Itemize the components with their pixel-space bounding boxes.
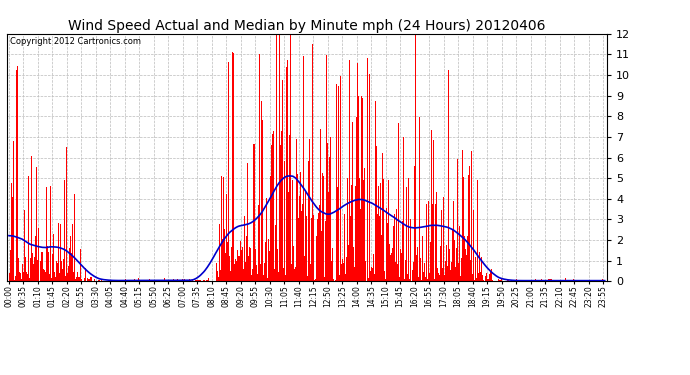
Text: Copyright 2012 Cartronics.com: Copyright 2012 Cartronics.com xyxy=(10,38,141,46)
Title: Wind Speed Actual and Median by Minute mph (24 Hours) 20120406: Wind Speed Actual and Median by Minute m… xyxy=(68,19,546,33)
